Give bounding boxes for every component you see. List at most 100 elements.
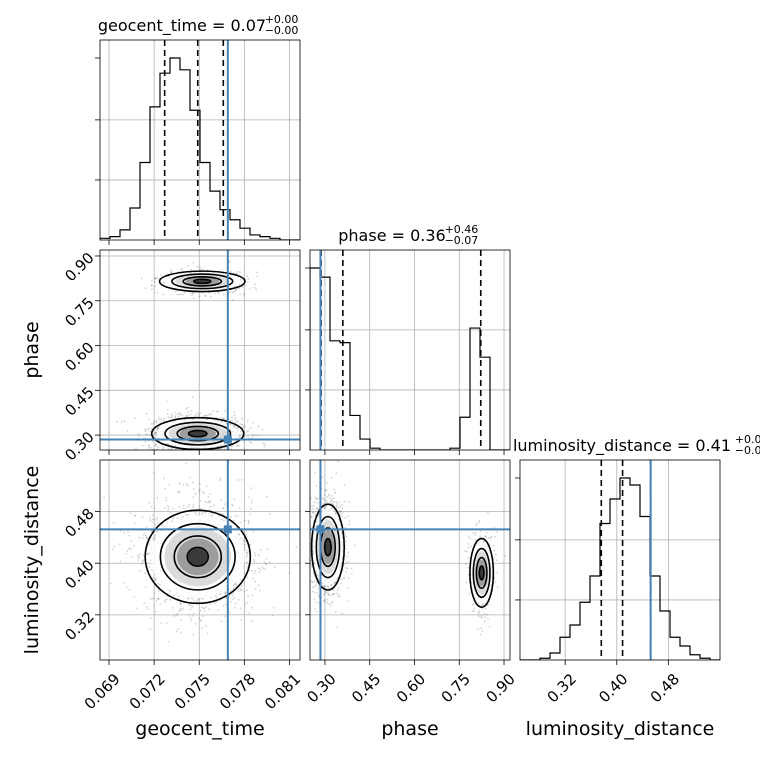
scatter-point [353,544,356,547]
scatter-point [205,485,208,488]
marginal-title-luminosity_distance: luminosity_distance = 0.41 [513,436,731,456]
scatter-point [477,613,479,616]
scatter-point [233,584,235,587]
scatter-point [103,496,106,499]
scatter-point [339,510,342,512]
scatter-point [311,511,314,514]
scatter-point [199,268,202,271]
scatter-point [233,450,235,452]
scatter-point [232,291,235,294]
scatter-point [231,416,233,419]
scatter-point [236,272,238,275]
scatter-point [160,419,163,421]
scatter-point [249,427,252,430]
scatter-point [169,451,171,453]
x-tick-label-geocent_time: 0.075 [171,670,214,713]
scatter-point [204,294,207,297]
scatter-point [177,450,179,452]
y-tick-label-luminosity_distance: 0.32 [61,608,97,644]
scatter-point [240,588,243,591]
scatter-point [474,532,477,534]
density-level [324,539,331,556]
scatter-point [467,542,470,545]
scatter-point [163,487,166,490]
scatter-point [146,553,149,556]
scatter-point [182,607,185,610]
scatter-point [347,514,350,517]
scatter-point [234,288,237,291]
scatter-point [154,444,157,446]
scatter-point [496,530,499,533]
scatter-point [145,605,148,608]
scatter-point [147,608,150,610]
y-tick-label-phase: 0.90 [61,249,97,285]
scatter-point [224,591,227,594]
scatter-point [150,505,153,508]
scatter-point [154,277,157,280]
scatter-point [238,533,240,536]
scatter-point [471,531,474,534]
scatter-point [254,552,256,554]
scatter-point [487,511,489,514]
scatter-point [467,557,470,559]
scatter-point [157,598,160,600]
scatter-point [344,517,347,519]
scatter-point [199,266,202,269]
scatter-point [169,416,172,419]
scatter-point [317,514,320,517]
scatter-point [222,519,225,522]
scatter-point [189,608,192,611]
scatter-point [153,507,156,510]
scatter-point [232,598,234,601]
scatter-point [152,597,155,600]
axes-frame-joint-0 [99,249,301,451]
scatter-point [242,426,244,429]
scatter-point [144,586,147,589]
scatter-point [201,627,204,629]
scatter-point [183,291,186,294]
scatter-point [247,429,250,432]
scatter-point [344,532,346,535]
contour-line [187,429,208,438]
scatter-point [219,477,222,480]
scatter-point [310,515,313,518]
scatter-point [334,511,337,514]
scatter-point [249,513,252,516]
scatter-point [252,434,255,437]
scatter-point [190,409,193,412]
scatter-point [205,625,207,627]
x-tick-label-geocent_time: 0.069 [81,670,124,713]
scatter-point [325,590,328,593]
scatter-point [257,567,260,570]
scatter-point [203,414,206,417]
scatter-point [163,477,166,480]
scatter-point [331,600,334,603]
scatter-point [193,455,195,457]
scatter-point [483,620,486,623]
histogram-geocent_time [100,57,300,240]
scatter-point [251,569,253,572]
scatter-point [341,511,344,514]
scatter-point [244,544,246,546]
contour-line [176,425,220,442]
scatter-point [148,444,151,447]
scatter-point [234,289,237,292]
scatter-point [314,608,316,610]
scatter-point [246,601,249,604]
scatter-point [144,430,147,433]
scatter-point [201,512,204,514]
y-tick-label-phase: 0.30 [61,428,97,464]
marginal-title-upper-error: +0.04 [735,433,760,446]
scatter-point [155,419,158,422]
axes-frame-joint-2 [309,459,511,661]
x-tick-label-phase: 0.90 [482,670,518,706]
scatter-point [273,606,276,609]
scatter-point [313,598,316,601]
scatter-point [321,476,324,479]
scatter-point [235,421,238,423]
scatter-point [247,522,250,525]
scatter-point [228,611,231,614]
scatter-point [266,548,269,551]
scatter-point [137,555,140,558]
scatter-point [199,619,202,622]
